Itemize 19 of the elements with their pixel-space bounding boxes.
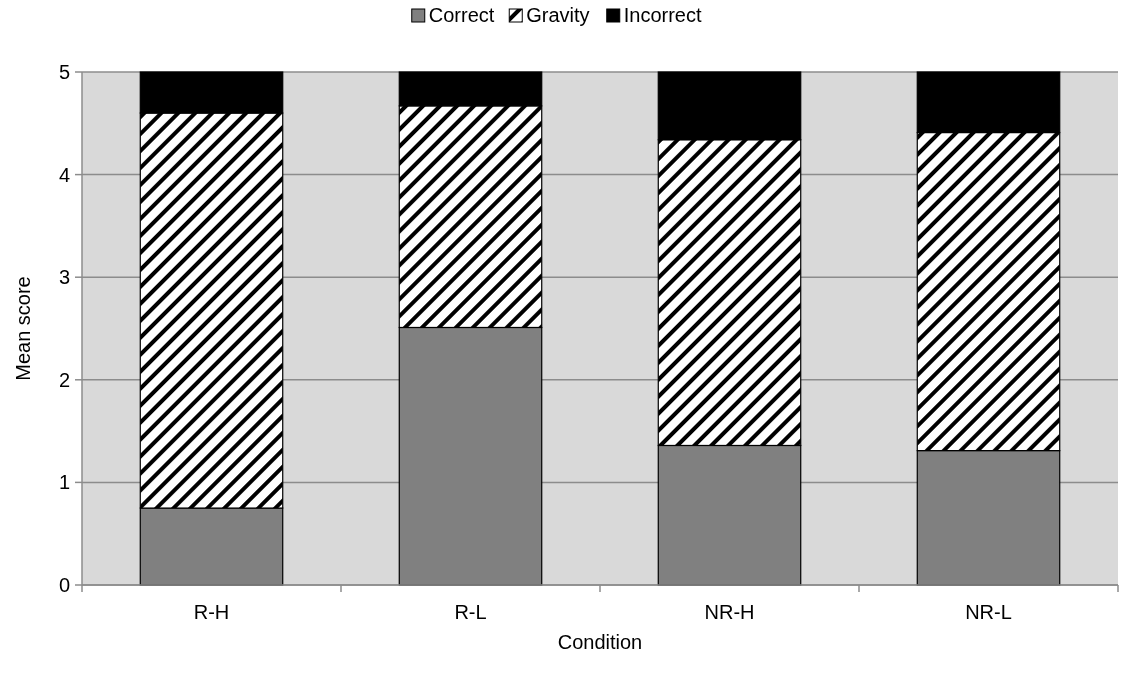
x-tick-label: NR-H	[704, 601, 755, 623]
x-tick-label: R-L	[454, 601, 487, 623]
y-tick-label: 4	[58, 163, 70, 186]
legend-label: Gravity	[526, 4, 590, 26]
legend-label: Correct	[428, 4, 495, 26]
x-tick-label: R-H	[193, 601, 230, 623]
legend-label: Incorrect	[623, 4, 702, 26]
y-tick-label: 3	[58, 266, 70, 289]
x-tick-label: NR-L	[965, 601, 1012, 623]
y-axis-title: Mean score	[12, 276, 34, 381]
bar	[916, 71, 1061, 134]
y-tick-label: 1	[58, 471, 70, 494]
x-axis-title: Condition	[557, 631, 643, 653]
y-tick-label: 2	[58, 368, 70, 391]
y-tick-label: 0	[58, 574, 70, 596]
bar	[139, 71, 284, 114]
bar	[398, 71, 543, 107]
y-tick-label: 5	[58, 61, 70, 83]
bar	[657, 71, 802, 141]
